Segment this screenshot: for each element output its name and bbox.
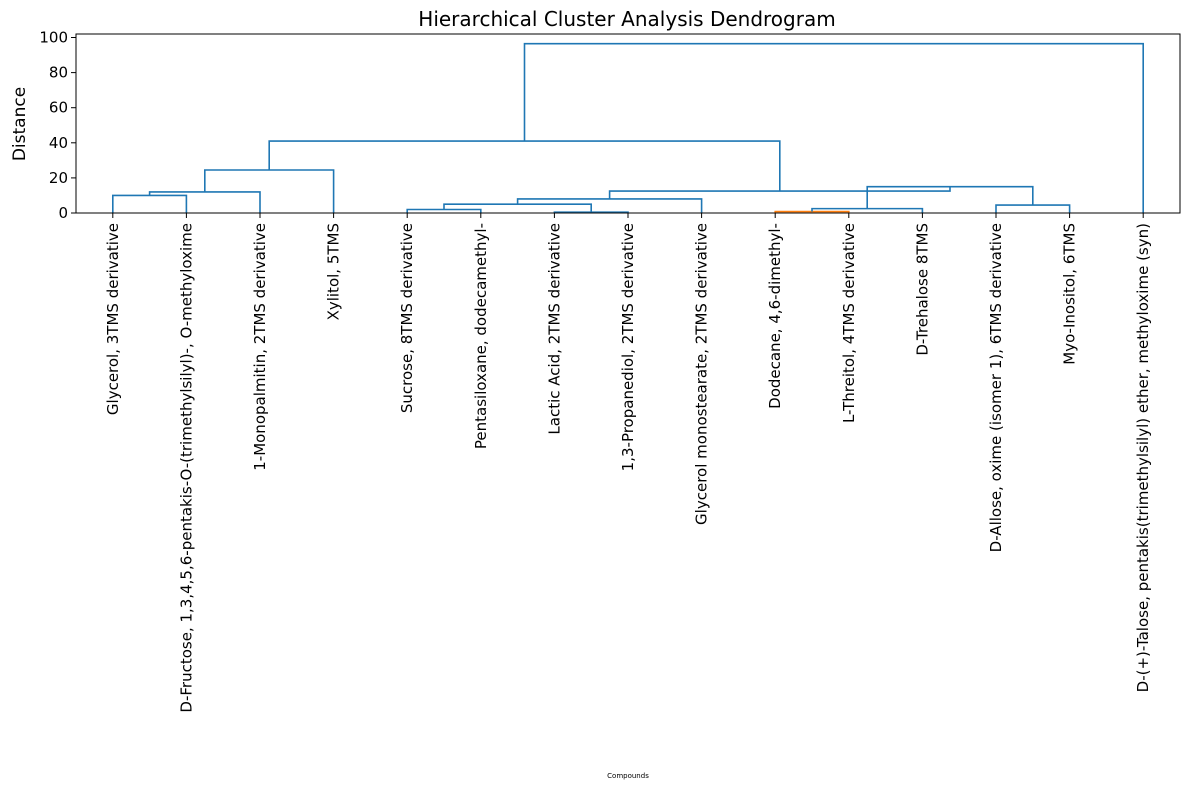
dendrogram-link bbox=[443, 203, 592, 213]
leaf-label: D-Allose, oxime (isomer 1), 6TMS derivat… bbox=[987, 223, 1005, 552]
dendrogram-link bbox=[523, 42, 1144, 213]
dendrogram-link bbox=[112, 194, 188, 213]
dendrogram-link bbox=[608, 186, 951, 199]
dendrogram-link bbox=[866, 185, 1034, 209]
dendrogram-link bbox=[811, 207, 924, 213]
leaf-label: Lactic Acid, 2TMS derivative bbox=[545, 223, 563, 435]
leaf-label: 1-Monopalmitin, 2TMS derivative bbox=[251, 223, 269, 471]
leaf-label: D-Fructose, 1,3,4,5,6-pentakis-O-(trimet… bbox=[177, 223, 195, 713]
leaf-label: Xylitol, 5TMS bbox=[325, 223, 343, 320]
leaf-label: Sucrose, 8TMS derivative bbox=[398, 223, 416, 413]
dendrogram-links bbox=[112, 42, 1144, 213]
leaf-label: D-Trehalose 8TMS bbox=[913, 223, 931, 356]
y-axis-ticks: 0 20 40 60 80 100 bbox=[39, 29, 76, 222]
leaf-label: Glycerol, 3TMS derivative bbox=[104, 223, 122, 415]
y-tick-label: 0 bbox=[58, 204, 68, 222]
y-tick-label: 80 bbox=[49, 64, 68, 82]
x-axis-label: Compounds bbox=[607, 772, 649, 780]
leaf-label: 1,3-Propanediol, 2TMS derivative bbox=[619, 223, 637, 471]
leaf-label: Dodecane, 4,6-dimethyl- bbox=[766, 223, 784, 409]
dendrogram-link bbox=[204, 169, 335, 213]
y-tick-label: 20 bbox=[49, 169, 68, 187]
leaf-label: Pentasiloxane, dodecamethyl- bbox=[472, 223, 490, 449]
dendrogram-link bbox=[516, 198, 703, 213]
y-tick-label: 40 bbox=[49, 134, 68, 152]
leaf-label: Myo-Inositol, 6TMS bbox=[1061, 223, 1079, 365]
leaf-labels: Glycerol, 3TMS derivative D-Fructose, 1,3… bbox=[104, 213, 1152, 713]
leaf-label: Glycerol monostearate, 2TMS derivative bbox=[693, 223, 711, 525]
y-tick-label: 60 bbox=[49, 99, 68, 117]
chart-title: Hierarchical Cluster Analysis Dendrogram bbox=[418, 7, 835, 31]
leaf-label: L-Threitol, 4TMS derivative bbox=[840, 223, 858, 423]
dendrogram-link bbox=[268, 140, 781, 192]
y-tick-label: 100 bbox=[39, 29, 68, 47]
dendrogram-link bbox=[406, 208, 482, 213]
dendrogram-link bbox=[995, 204, 1071, 213]
plot-frame bbox=[75, 33, 1181, 214]
y-axis-label: Distance bbox=[10, 87, 30, 161]
leaf-label: D-(+)-Talose, pentakis(trimethylsilyl) e… bbox=[1134, 223, 1152, 692]
